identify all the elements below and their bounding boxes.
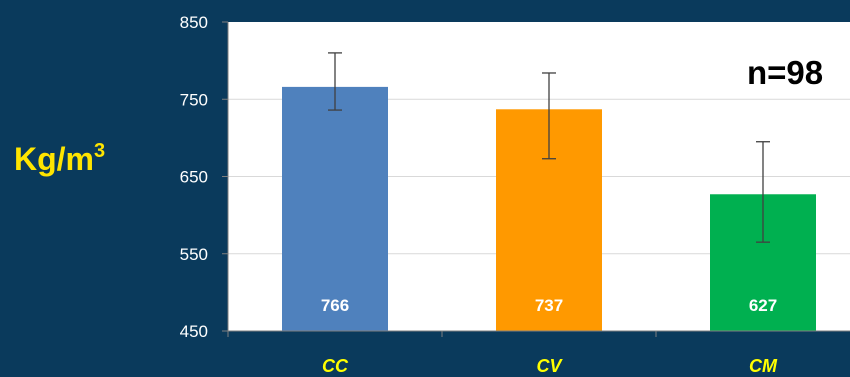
sample-size-annotation: n=98 — [747, 54, 823, 91]
y-axis-label: Kg/m3 — [14, 140, 105, 178]
labels: 450 550 650 750 850 766 CC 737 CV 627 CM — [180, 13, 778, 376]
y-axis-label-superscript: 3 — [94, 140, 106, 162]
data-label: 627 — [749, 296, 777, 315]
x-tick-label: CC — [322, 356, 349, 376]
y-tick-label: 750 — [180, 90, 208, 109]
error-bars — [328, 52, 770, 243]
x-tick-label: CM — [749, 356, 778, 376]
x-tick-label: CV — [536, 356, 563, 376]
bar-cc — [282, 86, 388, 331]
axes — [222, 21, 850, 337]
y-tick-label: 850 — [180, 13, 208, 32]
y-tick-label: 450 — [180, 322, 208, 341]
data-label: 737 — [535, 296, 563, 315]
data-label: 766 — [321, 296, 349, 315]
y-tick-label: 650 — [180, 168, 208, 187]
y-axis-label-text: Kg/m — [14, 141, 94, 177]
y-tick-label: 550 — [180, 245, 208, 264]
